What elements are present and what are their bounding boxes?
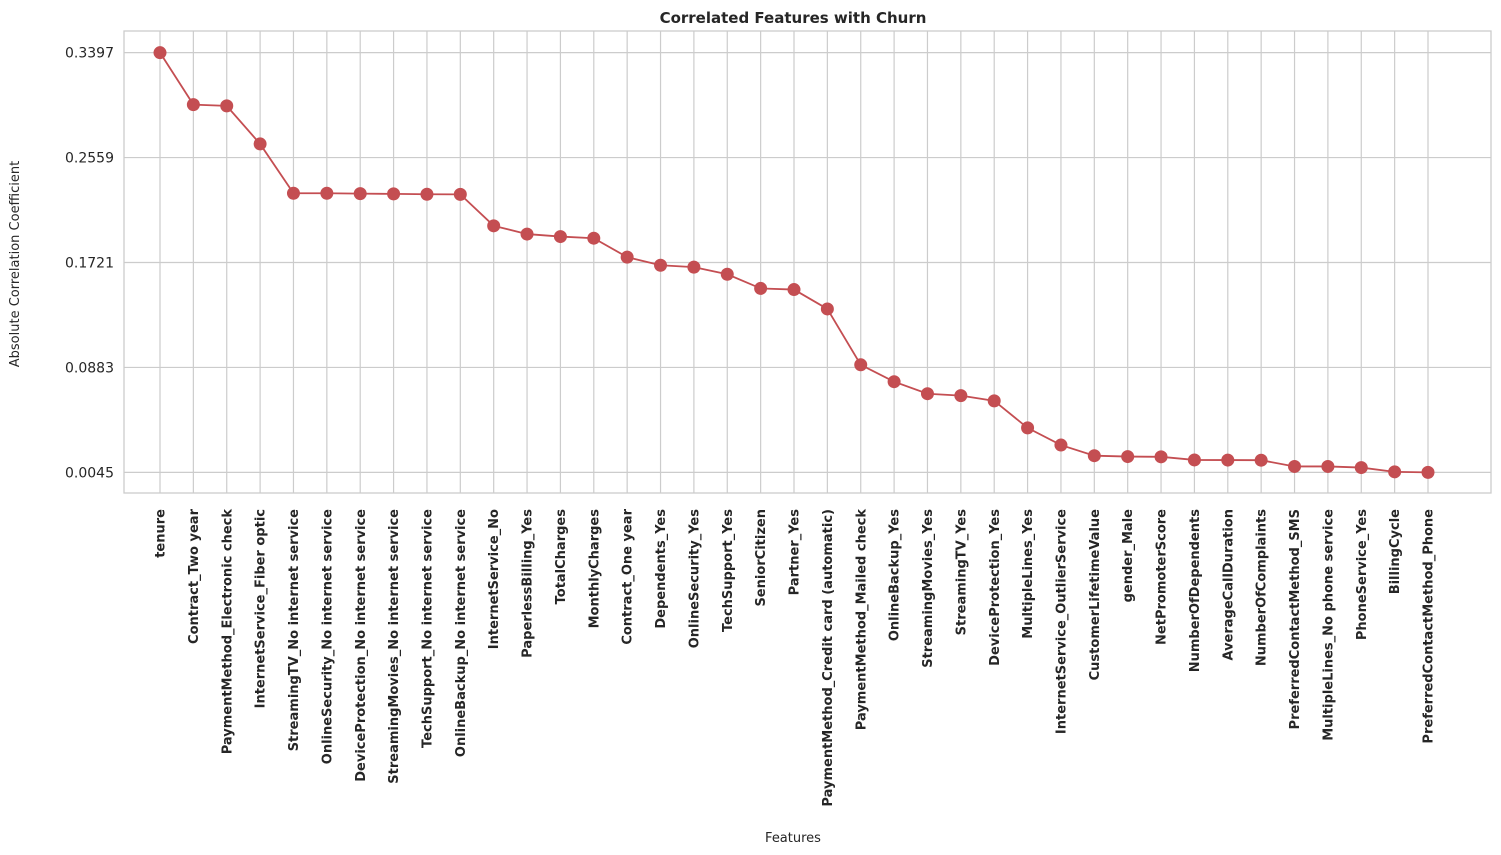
grid (124, 31, 1491, 493)
x-tick-label-billingcycle: BillingCycle (1388, 509, 1403, 594)
chart-title: Correlated Features with Churn (660, 9, 927, 27)
data-point-preferredcontactmethod-sms (1288, 459, 1302, 473)
x-tick-label-paymentmethod-mailed-check: PaymentMethod_Mailed check (854, 509, 869, 731)
x-tick-label-onlinesecurity-no-internet-service: OnlineSecurity_No internet service (320, 509, 335, 764)
data-point-internetservice-outlierservice (1054, 438, 1068, 452)
data-point-monthlycharges (587, 231, 601, 245)
x-tick-label-deviceprotection-yes: DeviceProtection_Yes (988, 509, 1003, 666)
x-tick-label-gender-male: gender_Male (1121, 509, 1136, 603)
x-tick-label-multiplelines-no-phone-service: MultipleLines_No phone service (1321, 509, 1336, 741)
data-point-paymentmethod-mailed-check (854, 358, 868, 372)
x-tick-label-internetservice-fiber-optic: InternetService_Fiber optic (254, 509, 269, 708)
x-tick-label-multiplelines-yes: MultipleLines_Yes (1021, 509, 1036, 639)
x-tick-label-customerlifetimevalue: CustomerLifetimeValue (1088, 509, 1103, 681)
data-point-deviceprotection-no-internet-service (353, 187, 367, 201)
x-tick-label-seniorcitizen: SeniorCitizen (754, 509, 769, 607)
y-axis-ticks: 0.0045 0.0883 0.1721 0.2559 0.3397 (65, 46, 114, 482)
x-tick-label-onlinebackup-yes: OnlineBackup_Yes (888, 509, 903, 641)
x-tick-label-onlinebackup-no-internet-service: OnlineBackup_No internet service (454, 509, 469, 757)
data-point-paperlessbilling-yes (520, 227, 534, 241)
x-tick-label-streamingmovies-yes: StreamingMovies_Yes (921, 509, 936, 668)
data-point-onlinesecurity-yes (687, 260, 701, 274)
x-tick-label-internetservice-no: InternetService_No (487, 509, 502, 649)
x-tick-label-contract-two-year: Contract_Two year (187, 508, 202, 644)
x-axis-ticks: tenure Contract_Two year PaymentMethod_Ele… (154, 508, 1437, 806)
x-tick-label-paymentmethod-credit-card-automatic: PaymentMethod_Credit card (automatic) (821, 509, 836, 807)
x-tick-label-techsupport-yes: TechSupport_Yes (721, 509, 736, 632)
data-point-internetservice-no (487, 219, 501, 233)
y-tick-label: 0.0045 (65, 465, 114, 481)
data-point-streamingmovies-no-internet-service (387, 187, 401, 201)
y-axis-label: Absolute Correlation Coefficient (8, 161, 23, 367)
y-tick-label: 0.1721 (65, 256, 114, 272)
data-point-streamingmovies-yes (920, 387, 934, 401)
x-axis-label: Features (765, 831, 821, 846)
data-point-paymentmethod-electronic-check (220, 99, 234, 113)
y-tick-label: 0.3397 (65, 46, 114, 62)
x-tick-label-streamingmovies-no-internet-service: StreamingMovies_No internet service (387, 509, 402, 784)
x-tick-label-streamingtv-no-internet-service: StreamingTV_No internet service (287, 509, 302, 751)
x-tick-label-partner-yes: Partner_Yes (788, 509, 803, 596)
data-point-onlinebackup-yes (887, 375, 901, 389)
x-tick-label-streamingtv-yes: StreamingTV_Yes (954, 509, 969, 636)
data-point-seniorcitizen (754, 281, 768, 295)
x-tick-label-dependents-yes: Dependents_Yes (654, 509, 669, 629)
x-tick-label-phoneservice-yes: PhoneService_Yes (1355, 509, 1370, 640)
data-point-totalcharges (553, 230, 567, 244)
x-tick-label-tenure: tenure (154, 509, 169, 558)
x-tick-label-onlinesecurity-yes: OnlineSecurity_Yes (687, 509, 702, 649)
data-point-contract-two-year (186, 98, 200, 112)
x-tick-label-monthlycharges: MonthlyCharges (587, 509, 602, 629)
data-point-onlinesecurity-no-internet-service (320, 186, 334, 200)
x-tick-label-totalcharges: TotalCharges (554, 509, 569, 605)
data-point-multiplelines-yes (1021, 421, 1035, 435)
data-point-preferredcontactmethod-phone (1421, 465, 1435, 479)
x-tick-label-averagecallduration: AverageCallDuration (1221, 509, 1236, 661)
y-tick-label: 0.2559 (65, 151, 114, 167)
data-point-averagecallduration (1221, 453, 1235, 467)
x-tick-label-numberofcomplaints: NumberOfComplaints (1255, 509, 1270, 666)
data-point-internetservice-fiber-optic (253, 137, 267, 151)
series-churn-correlation (153, 46, 1435, 479)
data-point-dependents-yes (654, 258, 668, 272)
data-point-paymentmethod-credit-card-automatic (820, 302, 834, 316)
data-point-deviceprotection-yes (987, 394, 1001, 408)
data-point-numberofcomplaints (1254, 453, 1268, 467)
x-tick-label-numberofdependents: NumberOfDependents (1188, 509, 1203, 672)
data-point-phoneservice-yes (1354, 461, 1368, 475)
data-point-onlinebackup-no-internet-service (453, 187, 467, 201)
data-point-tenure (153, 46, 167, 60)
data-point-gender-male (1121, 450, 1135, 464)
x-tick-label-deviceprotection-no-internet-service: DeviceProtection_No internet service (354, 509, 369, 782)
data-point-streamingtv-no-internet-service (286, 186, 300, 200)
x-tick-label-preferredcontactmethod-phone: PreferredContactMethod_Phone (1422, 509, 1437, 744)
data-point-billingcycle (1388, 465, 1402, 479)
x-tick-label-contract-one-year: Contract_One year (621, 508, 636, 644)
data-point-multiplelines-no-phone-service (1321, 459, 1335, 473)
x-tick-label-internetservice-outlierservice: InternetService_OutlierService (1054, 509, 1069, 734)
data-point-techsupport-yes (720, 267, 734, 281)
x-tick-label-paymentmethod-electronic-check: PaymentMethod_Electronic check (220, 509, 235, 755)
plot-area-frame (123, 30, 1492, 494)
data-point-customerlifetimevalue (1087, 449, 1101, 463)
x-tick-label-techsupport-no-internet-service: TechSupport_No internet service (420, 509, 435, 748)
x-tick-label-netpromoterscore: NetPromoterScore (1155, 509, 1170, 645)
x-tick-label-preferredcontactmethod-sms: PreferredContactMethod_SMS (1288, 509, 1303, 729)
data-point-contract-one-year (620, 250, 634, 264)
data-point-netpromoterscore (1154, 450, 1168, 464)
data-point-partner-yes (787, 283, 801, 297)
data-point-techsupport-no-internet-service (420, 187, 434, 201)
data-point-numberofdependents (1187, 453, 1201, 467)
data-point-streamingtv-yes (954, 389, 968, 403)
x-tick-label-paperlessbilling-yes: PaperlessBilling_Yes (521, 509, 536, 658)
y-tick-label: 0.0883 (65, 360, 114, 376)
